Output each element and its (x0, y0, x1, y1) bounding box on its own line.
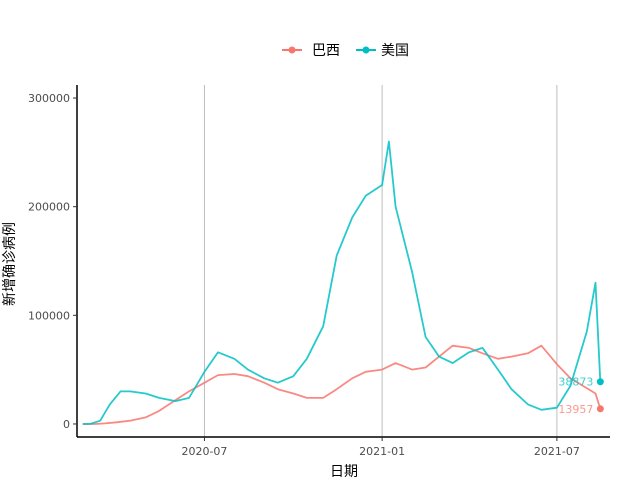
legend-label-usa: 美国 (381, 43, 409, 59)
ticks-layer: 2020-07 2021-01 2021-07 0 100000 200000 300000 (28, 92, 580, 458)
end-label-layer: 13957 38873 (558, 376, 593, 416)
y-tick-label: 300000 (28, 92, 70, 105)
x-axis-title: 日期 (330, 464, 358, 480)
series-line-usa (82, 140, 602, 425)
axis-layer (76, 85, 610, 438)
legend-key-usa-dot (362, 46, 370, 54)
end-value-label-brazil: 13957 (558, 403, 593, 416)
y-tick-label: 0 (63, 418, 70, 431)
y-tick-label: 100000 (28, 309, 70, 322)
series-layer (82, 140, 604, 425)
y-tick-label: 200000 (28, 201, 70, 214)
legend: 巴西 美国 (282, 43, 409, 59)
grid-layer (203, 85, 558, 437)
legend-label-brazil: 巴西 (312, 43, 340, 59)
x-tick-label: 2021-01 (359, 445, 405, 458)
x-tick-label: 2021-07 (534, 445, 580, 458)
series-endpoint-brazil (596, 405, 604, 413)
x-tick-label: 2020-07 (181, 445, 227, 458)
legend-item-usa: 美国 (356, 43, 409, 59)
y-axis-title: 新增确诊病例 (2, 222, 18, 306)
series-endpoint-usa (596, 378, 604, 386)
legend-key-brazil-dot (288, 46, 296, 54)
series-line-brazil (82, 344, 602, 425)
legend-item-brazil: 巴西 (282, 43, 340, 59)
end-value-label-usa: 38873 (558, 376, 593, 389)
